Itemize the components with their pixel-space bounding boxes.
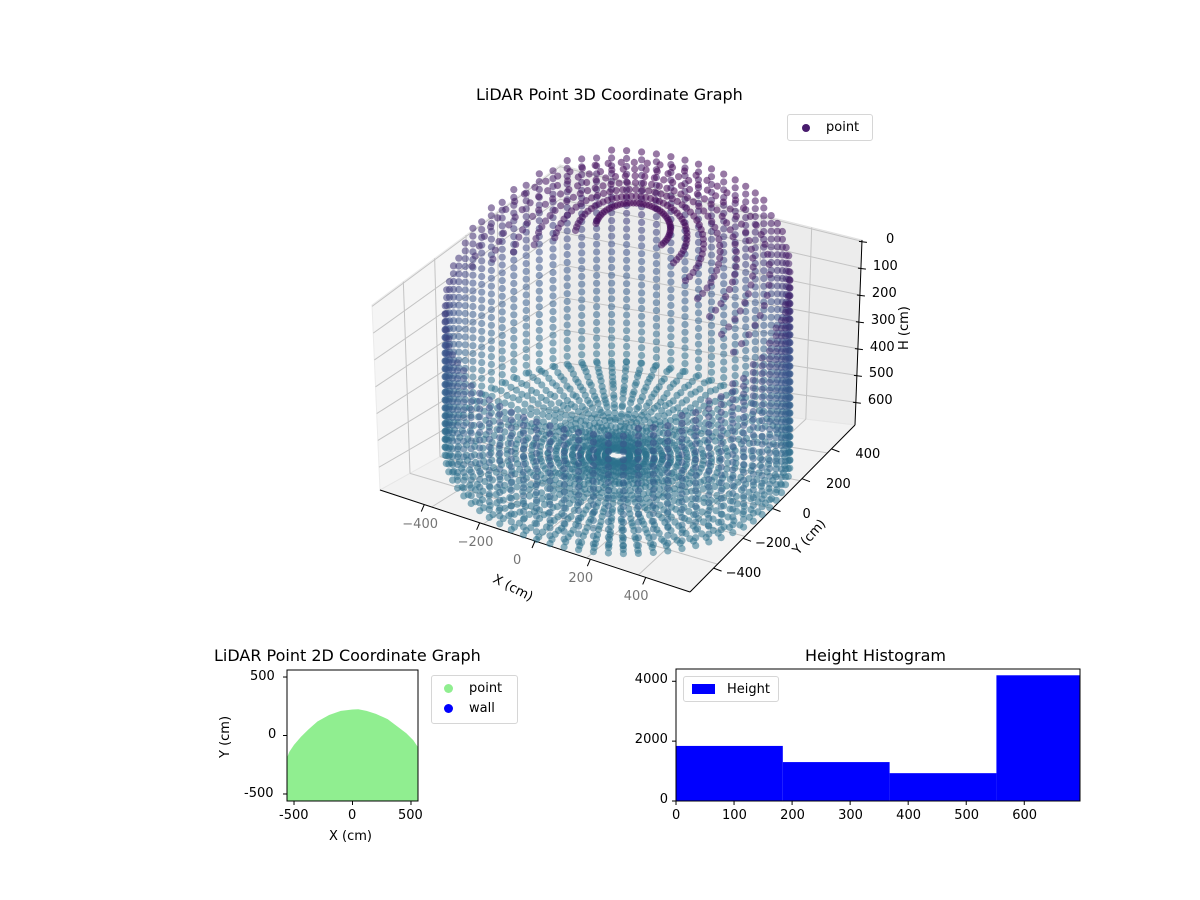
histogram-x-tick-label: 100 bbox=[722, 808, 747, 823]
histogram-bar bbox=[783, 762, 890, 801]
histogram-canvas bbox=[0, 0, 1200, 900]
histogram-x-tick-label: 300 bbox=[838, 808, 863, 823]
histogram-x-tick-label: 500 bbox=[954, 808, 979, 823]
histogram-x-tick-label: 200 bbox=[780, 808, 805, 823]
histogram-x-tick-label: 400 bbox=[896, 808, 921, 823]
histogram-bar bbox=[890, 773, 997, 801]
histogram-x-tick-label: 0 bbox=[672, 808, 680, 823]
histogram-y-tick-label: 2000 bbox=[635, 732, 668, 747]
histogram-y-tick-label: 0 bbox=[660, 792, 668, 807]
legend-height-label: Height bbox=[727, 682, 770, 697]
histogram-x-tick-label: 600 bbox=[1012, 808, 1037, 823]
histogram-legend: Height bbox=[683, 676, 779, 702]
histogram-bar bbox=[996, 675, 1080, 801]
legend-height-patch-icon bbox=[692, 684, 715, 694]
histogram-bar bbox=[676, 746, 783, 801]
histogram-y-tick-label: 4000 bbox=[635, 672, 668, 687]
